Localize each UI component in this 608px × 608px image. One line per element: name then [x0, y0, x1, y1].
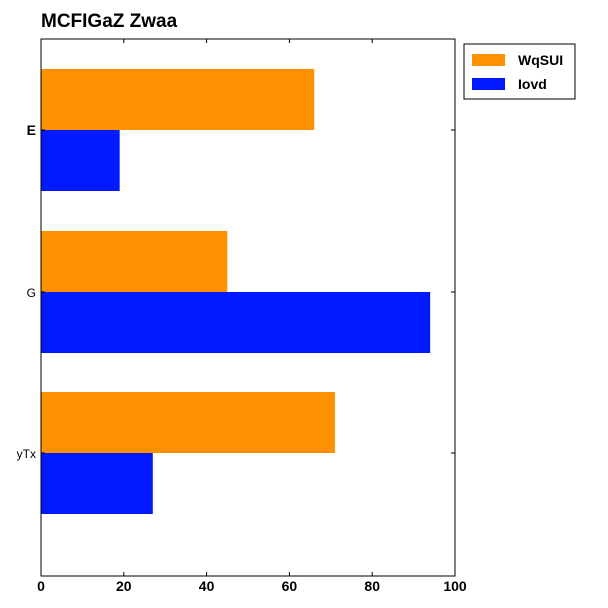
bar-Iovd-G: [41, 292, 431, 353]
y-tick-label-2: yTx: [17, 447, 36, 461]
legend: WqSUI Iovd: [463, 43, 576, 100]
legend-label-1: Iovd: [518, 76, 547, 92]
x-axis: 0 20 40 60 80 100: [37, 39, 467, 594]
x-tick-label-4: 80: [364, 578, 380, 594]
bar-WqSUI-E: [41, 69, 315, 130]
bar-WqSUI-G: [41, 231, 228, 292]
y-tick-label-1: G: [27, 286, 36, 300]
x-tick-label-2: 40: [199, 578, 215, 594]
y-tick-label-0: E: [27, 122, 36, 138]
bars-group: [41, 69, 431, 514]
x-tick-label-1: 20: [116, 578, 132, 594]
plot-frame: [40, 38, 456, 577]
bar-WqSUI-yTx: [41, 392, 335, 453]
x-tick-label-3: 60: [282, 578, 298, 594]
legend-label-0: WqSUI: [518, 52, 563, 68]
x-tick-label-5: 100: [443, 578, 467, 594]
legend-swatch-1: [472, 78, 505, 90]
chart-title: MCFIGaZ Zwaa: [41, 11, 178, 32]
x-tick-label-0: 0: [37, 578, 45, 594]
legend-swatch-0: [472, 54, 505, 66]
bar-Iovd-yTx: [41, 453, 153, 514]
bar-Iovd-E: [41, 130, 120, 191]
